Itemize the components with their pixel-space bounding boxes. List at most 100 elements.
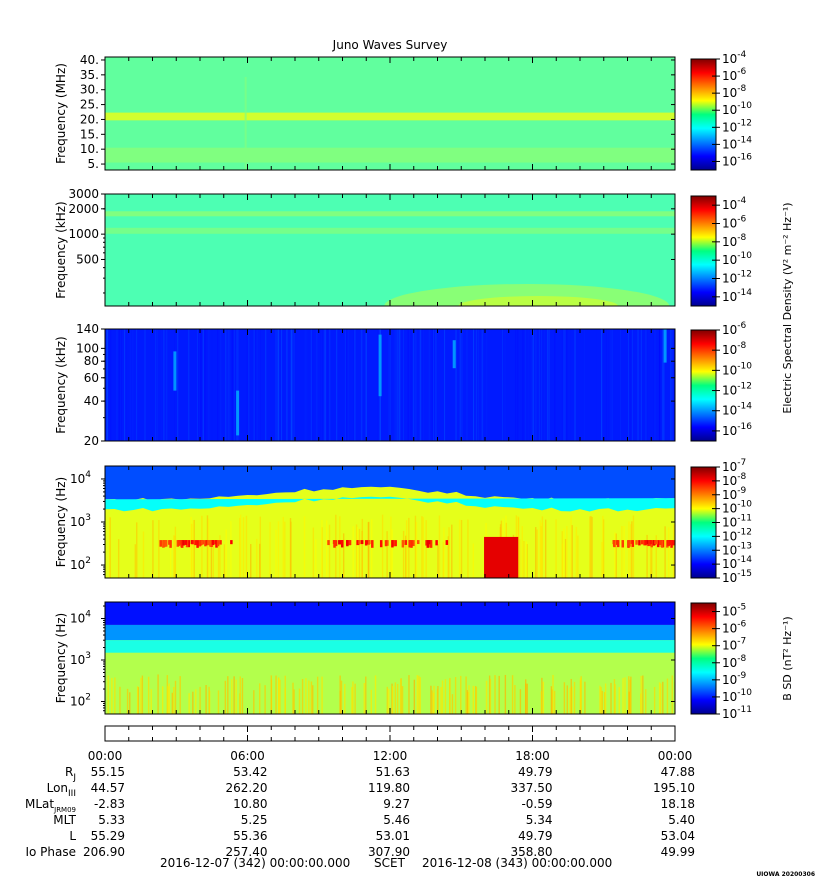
noise-streak — [208, 329, 210, 441]
noise-streak — [347, 329, 349, 441]
colorbar-tick-label: 10-9 — [722, 671, 747, 687]
emission-streak — [363, 682, 365, 714]
emission-streak — [566, 526, 568, 578]
emission-streak — [571, 686, 573, 714]
noise-streak — [163, 329, 165, 441]
noise-streak — [654, 329, 656, 441]
ephemeris-value: 49.79 — [518, 765, 552, 779]
intense-emission — [368, 540, 371, 545]
noise-streak — [156, 329, 158, 441]
panel-hfwbr — [105, 57, 675, 170]
emission-streak — [241, 678, 244, 714]
ephemeris-row-label: L — [69, 829, 76, 843]
intense-emission — [191, 540, 194, 545]
noise-streak — [227, 329, 229, 441]
colorbar-tick-label: 10-6 — [722, 620, 747, 636]
emission-streak — [351, 687, 353, 714]
emission-streak — [575, 526, 578, 578]
ephemeris-value: 55.36 — [233, 829, 267, 843]
emission-streak — [602, 515, 604, 578]
noise-streak — [123, 329, 125, 441]
emission-streak — [601, 690, 603, 714]
intense-emission — [187, 540, 191, 548]
intense-emission — [484, 536, 519, 578]
intense-emission — [656, 540, 660, 548]
emission-streak — [405, 535, 407, 578]
emission-burst — [663, 329, 667, 363]
y-tick-label: 102 — [70, 693, 91, 709]
panel-magnetic-low-freq — [105, 602, 675, 714]
colorbar — [690, 466, 717, 579]
ephemeris-value: 119.80 — [368, 781, 410, 795]
emission-streak — [518, 539, 521, 578]
emission-streak — [614, 532, 616, 578]
emission-streak — [640, 675, 642, 714]
emission-streak — [358, 528, 361, 578]
emission-streak — [589, 516, 591, 578]
intense-emission — [621, 540, 625, 548]
ephemeris-row-label: MLatJRM09 — [25, 797, 76, 814]
y-tick-label: 3000 — [68, 187, 99, 201]
noise-streak — [565, 329, 567, 441]
emission-streak — [158, 520, 160, 578]
emission-streak — [550, 686, 553, 714]
noise-streak — [515, 329, 517, 441]
time-label: 06:00 — [230, 749, 265, 763]
noise-streak — [530, 329, 532, 441]
noise-streak — [160, 329, 162, 441]
noise-streak — [481, 329, 483, 441]
intense-emission — [644, 540, 647, 546]
emission-streak — [242, 517, 245, 578]
noise-streak — [407, 329, 409, 441]
emission-streak — [630, 524, 632, 578]
emission-streak — [140, 677, 142, 714]
intense-emission — [184, 540, 188, 545]
noise-streak — [346, 329, 348, 441]
ephemeris-value: 195.10 — [653, 781, 695, 795]
emission-streak — [282, 516, 284, 578]
emission-streak — [224, 680, 227, 714]
noise-streak — [420, 329, 422, 441]
noise-streak — [397, 329, 399, 441]
emission-streak — [391, 529, 393, 578]
emission-streak — [150, 689, 152, 714]
emission-streak — [368, 521, 370, 578]
emission-streak — [141, 675, 144, 714]
emission-streak — [292, 682, 294, 714]
noise-streak — [118, 329, 120, 441]
colorbar-tick-label: 10-6 — [722, 215, 747, 231]
emission-streak — [494, 675, 496, 714]
noise-streak — [291, 329, 293, 441]
ephemeris-value: 44.57 — [91, 781, 125, 795]
colorbar — [690, 195, 717, 307]
noise-streak — [415, 329, 417, 441]
emission-streak — [239, 517, 241, 578]
noise-streak — [455, 329, 457, 441]
noise-streak — [637, 329, 639, 441]
noise-streak — [116, 329, 118, 441]
emission-streak — [664, 526, 666, 578]
colorbar-tick-label: 10-10 — [722, 251, 752, 267]
emission-streak — [437, 685, 439, 714]
noise-streak — [361, 329, 363, 441]
emission-streak — [339, 516, 341, 578]
intense-emission — [660, 540, 664, 548]
emission-streak — [212, 542, 215, 578]
noise-streak — [393, 329, 395, 441]
intense-emission — [205, 540, 209, 546]
emission-streak — [111, 678, 113, 714]
colorbar-tick-label: 10-14 — [722, 135, 752, 151]
emission-streak — [419, 677, 421, 714]
emission-streak — [371, 519, 373, 578]
intense-emission — [628, 540, 631, 547]
emission-streak — [402, 530, 405, 578]
intense-emission — [394, 540, 397, 547]
emission-streak — [441, 680, 444, 714]
ephemeris-value: 49.99 — [661, 845, 695, 859]
emission-streak — [231, 679, 233, 714]
intense-emission — [386, 540, 389, 546]
noise-streak — [627, 329, 629, 441]
emission-streak — [235, 679, 237, 714]
intense-emission — [649, 540, 652, 545]
colorbar-tick-label: 10-14 — [722, 288, 752, 304]
